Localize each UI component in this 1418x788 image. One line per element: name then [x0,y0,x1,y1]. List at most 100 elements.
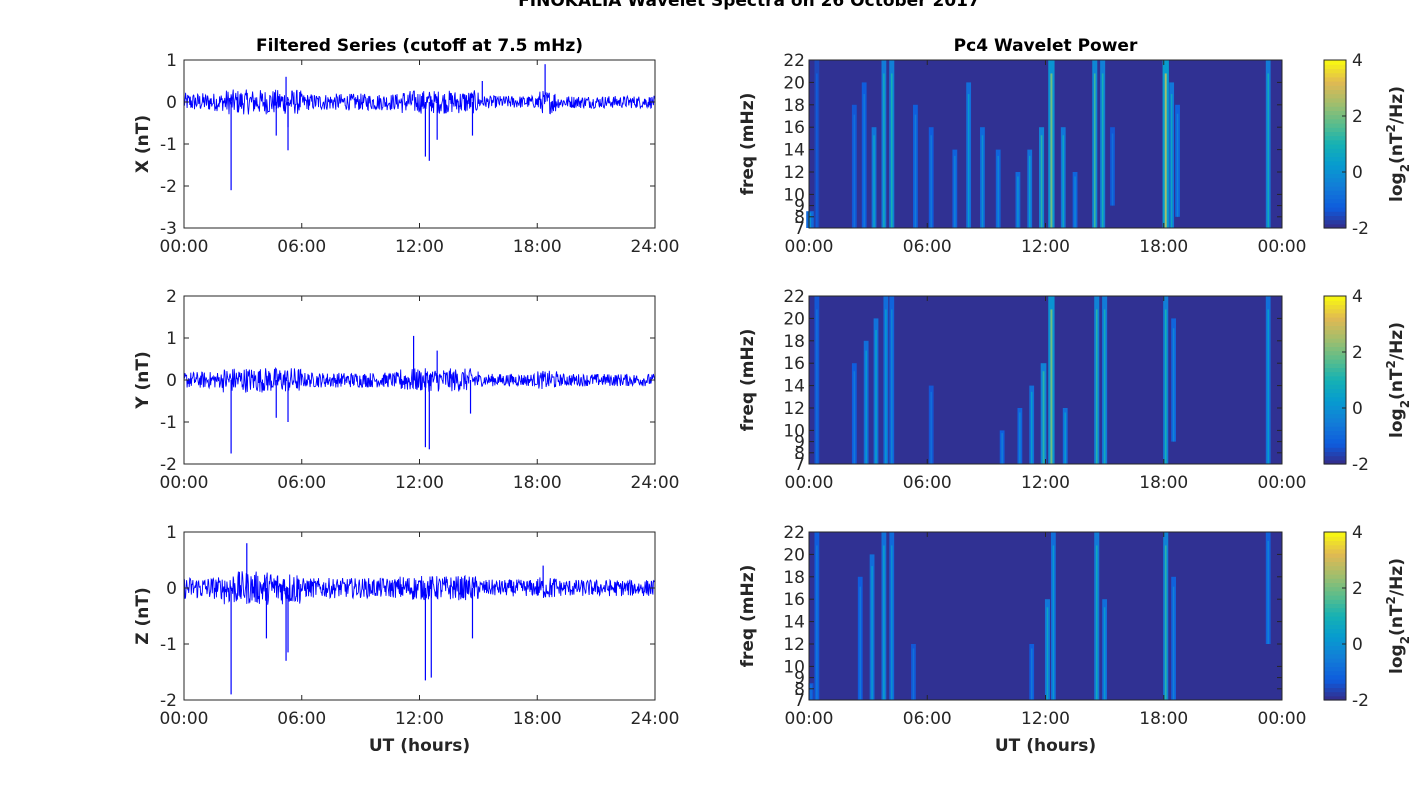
colorbar-label-part: log [1387,172,1407,202]
colorbar-segment [1324,144,1346,149]
series-trace-z [183,571,656,605]
colorbar-segment [1324,628,1346,634]
power-streak [954,155,956,228]
x-tick-label: 12:00 [1021,709,1070,729]
colorbar-label-part: 2 [1398,164,1412,172]
x-tick-label: 06:00 [277,473,326,493]
power-streak [891,309,893,464]
x-tick-label: 00:00 [785,473,834,493]
power-streak [981,135,984,228]
power-streak [1050,73,1053,228]
colorbar-segment [1324,198,1346,204]
power-streak [1111,133,1114,206]
colorbar-segment [1324,380,1346,385]
colorbar-label: log2(nT2/Hz) [1384,86,1412,202]
colorbar-segment [1324,586,1346,592]
colorbar-segment [1324,346,1346,352]
colorbar-tick-label: -2 [1352,219,1369,239]
colorbar-segment [1324,384,1346,389]
x-tick-label: 06:00 [903,473,952,493]
y-tick-label: -2 [160,455,177,475]
colorbar-segment [1324,536,1346,541]
colorbar-segment [1324,156,1346,162]
x-tick-label: 12:00 [1021,473,1070,493]
colorbar-segment [1324,590,1346,596]
colorbar-segment [1324,532,1346,537]
y-tick-label: 9 [794,433,805,453]
x-tick-label: 18:00 [1139,237,1188,257]
colorbar-segment [1324,624,1346,630]
series-trace-x [183,89,656,115]
colorbar-tick-label: 2 [1352,579,1363,599]
colorbar-segment [1324,574,1346,579]
colorbar-segment [1324,455,1346,461]
colorbar-segment [1324,135,1346,141]
colorbar-segment [1324,611,1346,617]
x-tick-label: 00:00 [785,709,834,729]
power-streak [890,73,893,228]
colorbar-segment [1324,674,1346,680]
x-tick-label: 24:00 [631,709,680,729]
x-tick-label: 24:00 [631,237,680,257]
colorbar-segment [1324,186,1346,191]
power-streak [808,212,812,228]
power-streak [885,309,887,464]
colorbar-segment [1324,670,1346,676]
colorbar-segment [1324,632,1346,638]
panel-title: Filtered Series (cutoff at 7.5 mHz) [256,36,583,56]
y-tick-label: 18 [783,568,805,588]
colorbar-segment [1324,152,1346,158]
y-axis-label: Y (nT) [133,351,153,409]
colorbar-segment [1324,131,1346,137]
power-streak [1042,371,1045,464]
x-tick-label: 24:00 [631,473,680,493]
y-tick-label: 12 [783,635,805,655]
colorbar-segment [1324,388,1346,394]
series-trace-y [183,366,656,393]
x-tick-label: 18:00 [513,237,562,257]
colorbar-segment [1324,81,1346,86]
colorbar-segment [1324,123,1346,128]
power-streak [930,391,932,464]
colorbar-label-part: 2 [1384,360,1398,368]
y-tick-label: -2 [160,691,177,711]
colorbar-tick-label: 4 [1352,523,1363,543]
colorbar-segment [1324,451,1346,457]
colorbar-segment [1324,219,1346,225]
x-tick-label: 06:00 [277,709,326,729]
colorbar-segment [1324,223,1346,229]
colorbar-segment [1324,304,1346,310]
y-tick-label: 18 [783,96,805,116]
power-streak [810,684,812,700]
colorbar-segment [1324,329,1346,335]
power-streak [1001,433,1003,464]
power-streak [930,135,932,228]
colorbar-segment [1324,173,1346,179]
colorbar-segment [1324,557,1346,562]
y-tick-label: 20 [783,545,805,565]
colorbar-frame [1323,59,1347,229]
x-tick-label: 06:00 [903,237,952,257]
colorbar-segment [1324,148,1346,153]
power-streak [859,586,861,700]
colorbar-segment [1324,215,1346,221]
power-streak [1101,73,1104,228]
colorbar-segment [1324,207,1346,212]
y-tick-label: 1 [166,51,177,71]
power-streak [1172,586,1175,700]
colorbar-segment [1324,300,1346,305]
colorbar-tick-label: 2 [1352,107,1363,127]
colorbar-tick-label: 4 [1352,287,1363,307]
power-streak [1052,545,1055,700]
y-tick-label: 18 [783,332,805,352]
colorbar-segment [1324,540,1346,546]
colorbar-segment [1324,396,1346,402]
x-axis-label: UT (hours) [995,736,1096,756]
colorbar-segment [1324,375,1346,381]
colorbar-segment [1324,616,1346,621]
colorbar-segment [1324,459,1346,465]
